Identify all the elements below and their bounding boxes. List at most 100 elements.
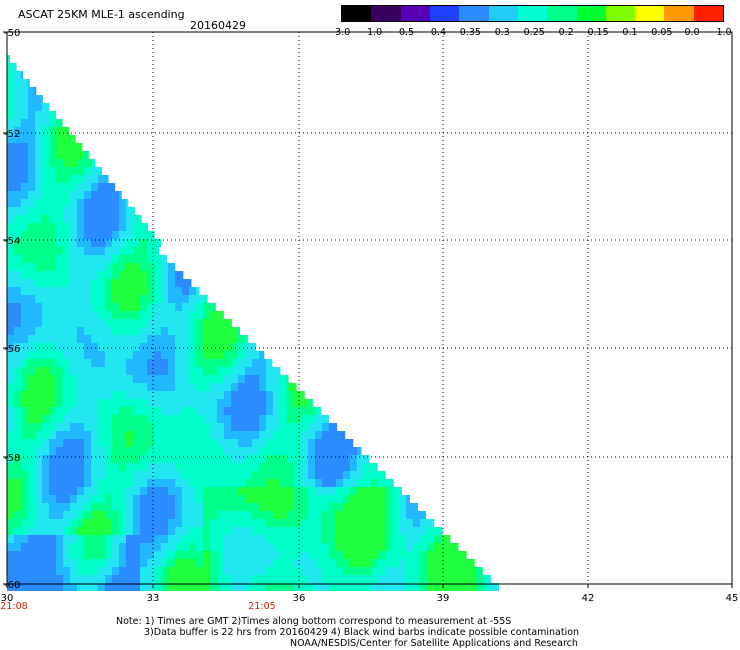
swath-cell: [35, 535, 42, 543]
swath-cell: [294, 423, 301, 431]
swath-cell: [140, 223, 147, 231]
swath-cell: [56, 583, 63, 591]
swath-cell: [210, 383, 217, 391]
swath-cell: [126, 247, 133, 255]
swath-cell: [98, 311, 105, 319]
swath-cell: [77, 383, 84, 391]
swath-cell: [7, 463, 14, 471]
swath-cell: [406, 503, 413, 511]
swath-cell: [133, 343, 140, 351]
swath-cell: [119, 279, 126, 287]
swath-cell: [175, 271, 182, 279]
time-label: 21:05: [248, 601, 275, 612]
swath-cell: [217, 519, 224, 527]
swath-cell: [210, 303, 216, 311]
swath-cell: [371, 527, 378, 535]
swath-cell: [182, 279, 189, 287]
swath-cell: [147, 295, 154, 303]
swath-cell: [252, 487, 259, 495]
swath-cell: [35, 447, 42, 455]
swath-cell: [259, 575, 266, 583]
swath-cell: [133, 367, 140, 375]
swath-cell: [238, 367, 245, 375]
swath-cell: [147, 447, 154, 455]
swath-cell: [28, 159, 35, 167]
colorbar-swatch: [400, 6, 430, 21]
swath-cell: [70, 303, 77, 311]
swath-cell: [350, 479, 357, 487]
swath-cell: [49, 199, 56, 207]
swath-cell: [21, 215, 28, 223]
swath-cell: [98, 543, 105, 551]
swath-cell: [294, 455, 301, 463]
swath-cell: [91, 455, 98, 463]
swath-cell: [7, 271, 14, 279]
swath-cell: [91, 527, 98, 535]
swath-cell: [63, 383, 70, 391]
swath-cell: [84, 463, 91, 471]
swath-cell: [147, 391, 154, 399]
swath-cell: [35, 319, 42, 327]
swath-cell: [413, 527, 420, 535]
swath-cell: [217, 391, 224, 399]
swath-cell: [196, 351, 203, 359]
swath-cell: [469, 583, 476, 591]
swath-cell: [56, 359, 63, 367]
swath-cell: [49, 423, 56, 431]
swath-cell: [70, 495, 77, 503]
swath-cell: [301, 447, 308, 455]
swath-cell: [168, 271, 175, 279]
swath-cell: [77, 159, 84, 167]
swath-cell: [119, 575, 126, 583]
swath-cell: [105, 391, 112, 399]
swath-cell: [140, 471, 147, 479]
swath-cell: [266, 575, 273, 583]
swath-cell: [70, 567, 77, 575]
swath-cell: [105, 551, 112, 559]
swath-cell: [133, 311, 140, 319]
swath-cell: [14, 399, 21, 407]
swath-cell: [287, 543, 294, 551]
swath-cell: [28, 503, 35, 511]
swath-cell: [119, 567, 126, 575]
swath-cell: [413, 567, 420, 575]
swath-cell: [42, 543, 49, 551]
swath-cell: [77, 535, 84, 543]
swath-cell: [49, 495, 56, 503]
swath-cell: [7, 215, 14, 223]
swath-cell: [357, 471, 364, 479]
swath-cell: [154, 575, 161, 583]
swath-cell: [63, 583, 70, 591]
swath-cell: [413, 551, 420, 559]
swath-cell: [266, 503, 273, 511]
swath-cell: [238, 391, 245, 399]
swath-cell: [308, 503, 315, 511]
swath-cell: [77, 367, 84, 375]
swath-cell: [21, 79, 28, 87]
swath-cell: [483, 583, 490, 591]
swath-cell: [7, 303, 14, 311]
swath-cell: [112, 503, 119, 511]
swath-cell: [98, 535, 105, 543]
swath-cell: [217, 327, 224, 335]
swath-cell: [147, 495, 154, 503]
swath-cell: [77, 551, 84, 559]
swath-cell: [385, 583, 392, 591]
swath-cell: [175, 319, 182, 327]
swath-cell: [112, 287, 119, 295]
swath-cell: [357, 535, 364, 543]
swath-cell: [77, 567, 84, 575]
swath-cell: [126, 455, 133, 463]
swath-cell: [77, 303, 84, 311]
swath-cell: [231, 503, 238, 511]
swath-cell: [301, 431, 308, 439]
swath-cell: [98, 399, 105, 407]
swath-cell: [210, 439, 217, 447]
swath-cell: [203, 455, 210, 463]
swath-cell: [231, 487, 238, 495]
swath-cell: [28, 199, 35, 207]
swath-cell: [91, 215, 98, 223]
swath-cell: [63, 231, 70, 239]
swath-cell: [266, 359, 273, 367]
swath-cell: [112, 583, 119, 591]
